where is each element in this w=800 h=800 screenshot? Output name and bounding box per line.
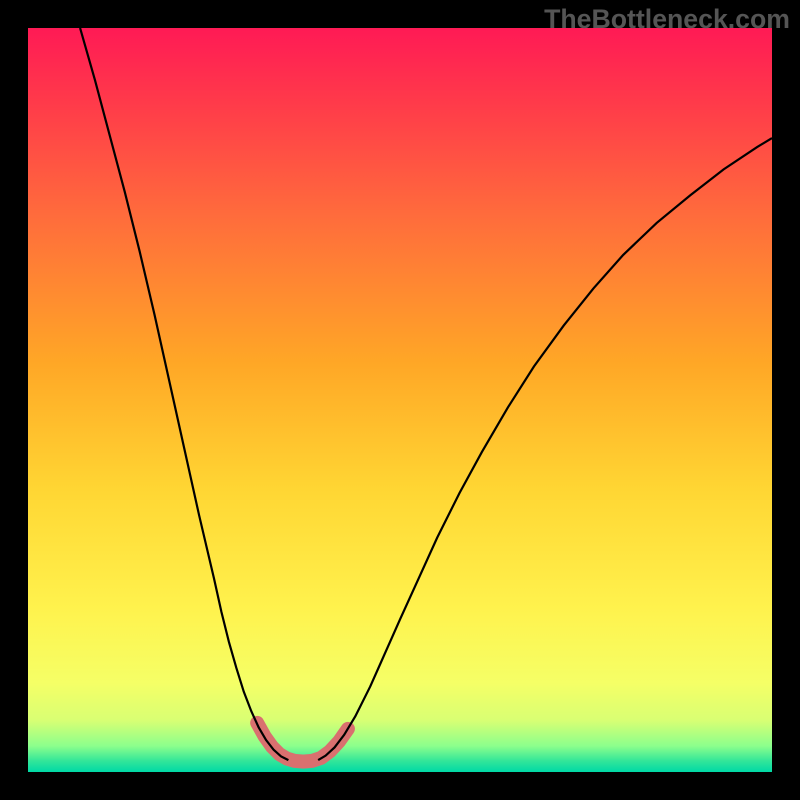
curve-left (80, 28, 288, 760)
watermark-text: TheBottleneck.com (544, 4, 790, 35)
curve-right (318, 138, 772, 760)
chart-container: TheBottleneck.com (0, 0, 800, 800)
curve-overlay (28, 28, 772, 772)
highlight-band (257, 723, 348, 762)
plot-area (28, 28, 772, 772)
